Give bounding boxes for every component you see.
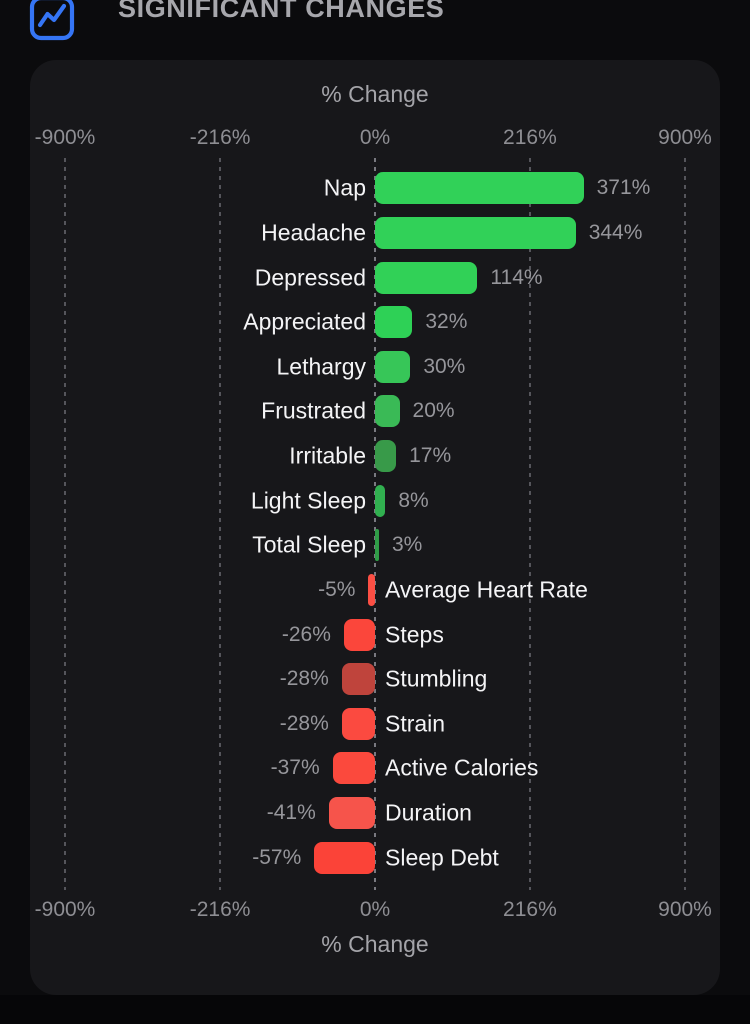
bar bbox=[368, 573, 375, 606]
zero-gridline bbox=[374, 158, 376, 890]
bar bbox=[314, 841, 375, 874]
bar-value: 8% bbox=[398, 488, 429, 512]
bar bbox=[375, 172, 584, 205]
section-title: SIGNIFICANT CHANGES bbox=[118, 0, 445, 23]
x-axis-title-bottom: % Change bbox=[321, 931, 429, 957]
bar-label: Stumbling bbox=[385, 665, 488, 692]
bar-value: 344% bbox=[588, 220, 643, 244]
x-tick: -216% bbox=[189, 126, 251, 149]
chart-row: Sleep Debt -57% bbox=[30, 835, 720, 880]
x-axis-bottom: -900% -216% 0% 216% 900% bbox=[30, 896, 720, 924]
gridline bbox=[528, 158, 531, 890]
chart-row: Appreciated 32% bbox=[30, 300, 720, 345]
bar-label: Active Calories bbox=[385, 754, 539, 781]
bar-value: 114% bbox=[490, 265, 543, 289]
x-tick: 0% bbox=[359, 126, 391, 149]
chart-row: Light Sleep 8% bbox=[30, 478, 720, 523]
x-tick: -900% bbox=[34, 126, 96, 149]
x-tick: 216% bbox=[503, 126, 557, 149]
bar-label: Total Sleep bbox=[252, 531, 366, 558]
chart-row: Depressed 114% bbox=[30, 255, 720, 300]
bar-label: Average Heart Rate bbox=[385, 576, 588, 603]
chart-row: Headache 344% bbox=[30, 211, 720, 256]
bar bbox=[375, 440, 397, 473]
bar-value: 3% bbox=[392, 533, 423, 557]
chart-row: Lethargy 30% bbox=[30, 345, 720, 390]
gridline bbox=[64, 158, 66, 890]
bar-value: -28% bbox=[279, 711, 329, 735]
bar bbox=[341, 707, 375, 740]
bar-rows: Nap 371% Headache 344% Depressed 114% Apprecia… bbox=[30, 158, 720, 890]
chart-row: Steps -26% bbox=[30, 612, 720, 657]
chart-row: Active Calories -37% bbox=[30, 746, 720, 791]
gridline bbox=[219, 158, 222, 890]
x-tick: 216% bbox=[503, 898, 557, 921]
bar-value: -5% bbox=[318, 577, 356, 601]
bar-label: Appreciated bbox=[243, 308, 366, 335]
bar bbox=[341, 663, 375, 696]
bar-value: -57% bbox=[252, 845, 302, 869]
bar bbox=[375, 350, 411, 383]
bar-value: -28% bbox=[279, 667, 329, 691]
x-tick: 900% bbox=[658, 126, 712, 149]
bar-label: Duration bbox=[385, 799, 472, 826]
bar bbox=[332, 752, 375, 785]
bar-value: 371% bbox=[596, 176, 651, 200]
gridlines bbox=[30, 158, 720, 890]
x-tick: 0% bbox=[359, 898, 391, 921]
chart-row: Nap 371% bbox=[30, 166, 720, 211]
bar-value: 32% bbox=[425, 310, 468, 334]
chart-card: % Change -900% -216% 0% 216% 900% Nap 371% Hea… bbox=[30, 60, 720, 995]
bar bbox=[375, 306, 413, 339]
bar-label: Depressed bbox=[254, 264, 366, 291]
bar-value: -26% bbox=[281, 622, 331, 646]
bar-label: Sleep Debt bbox=[385, 844, 499, 871]
bar bbox=[375, 395, 400, 428]
bar bbox=[375, 484, 386, 517]
chart-row: Strain -28% bbox=[30, 702, 720, 747]
bar-label: Lethargy bbox=[276, 353, 366, 380]
x-axis-top: -900% -216% 0% 216% 900% bbox=[30, 124, 720, 152]
section-header: SIGNIFICANT CHANGES bbox=[0, 0, 750, 52]
chart-row: Irritable 17% bbox=[30, 434, 720, 479]
x-axis-title-top: % Change bbox=[321, 81, 429, 107]
bar-label: Irritable bbox=[289, 442, 366, 469]
bar-value: -41% bbox=[266, 801, 316, 825]
x-tick: -216% bbox=[189, 898, 251, 921]
bar bbox=[343, 618, 375, 651]
chart-row: Total Sleep 3% bbox=[30, 523, 720, 568]
bar-value: 30% bbox=[423, 354, 466, 378]
bar-value: -37% bbox=[270, 756, 320, 780]
bar-label: Strain bbox=[385, 710, 446, 737]
chart-row: Duration -41% bbox=[30, 791, 720, 836]
x-tick: -900% bbox=[34, 898, 96, 921]
x-tick: 900% bbox=[658, 898, 712, 921]
bar-label: Headache bbox=[261, 219, 366, 246]
bar-value: 20% bbox=[412, 399, 455, 423]
gridline bbox=[684, 158, 686, 890]
bar bbox=[375, 261, 478, 294]
bar-label: Frustrated bbox=[261, 397, 366, 424]
bar-label: Nap bbox=[323, 174, 366, 201]
chart-row: Frustrated 20% bbox=[30, 389, 720, 434]
chart-row: Average Heart Rate -5% bbox=[30, 568, 720, 613]
chart-row: Stumbling -28% bbox=[30, 657, 720, 702]
bar-label: Steps bbox=[385, 621, 444, 648]
bar-value: 17% bbox=[409, 444, 452, 468]
bar bbox=[328, 797, 375, 830]
bar bbox=[375, 216, 576, 249]
bar bbox=[375, 529, 379, 562]
page-background-gap bbox=[0, 995, 750, 1024]
bar-label: Light Sleep bbox=[250, 487, 366, 514]
chart-line-icon bbox=[28, 0, 76, 47]
